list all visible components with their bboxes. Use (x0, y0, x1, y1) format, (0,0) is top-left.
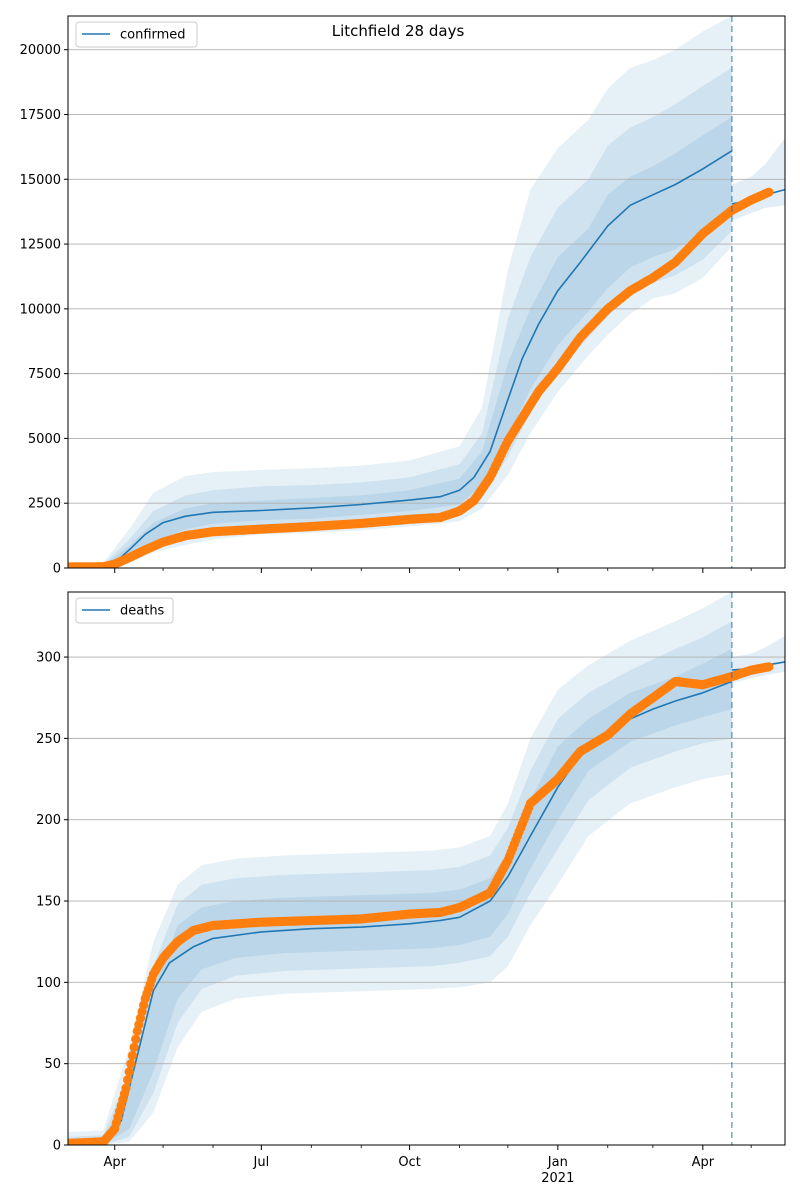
observed-point (764, 187, 774, 197)
observed-point (127, 1050, 137, 1061)
confirmed-axes: 0 2500 5000 7500 10000 12500 15000 17500 20000 c… (20, 15, 786, 577)
legend-label: deaths (120, 604, 165, 619)
observed-point (126, 1059, 136, 1069)
legend-box (75, 21, 198, 48)
observed-point (123, 1075, 133, 1085)
band-inner (68, 117, 732, 568)
y-tick-label: 2500 (28, 497, 61, 512)
band-outer (68, 592, 732, 1145)
deaths-axes-frame (67, 591, 786, 1146)
chart-title: Litchfield 28 days (332, 22, 465, 40)
deaths-observed-points (68, 662, 774, 1145)
y-tick-label: 12500 (20, 238, 61, 253)
y-tick-label: 17500 (20, 108, 61, 123)
confirmed-x-axis (114, 568, 752, 573)
y-tick-label: 0 (53, 562, 61, 577)
confirmed-y-axis: 0 2500 5000 7500 10000 12500 15000 17500 20000 (20, 43, 68, 577)
observed-point (121, 1083, 131, 1093)
model-median-line (68, 150, 733, 568)
x-tick-label: Apr (103, 1155, 126, 1170)
y-tick-label: 7500 (28, 367, 61, 382)
y-tick-label: 300 (36, 651, 61, 666)
y-tick-label: 250 (36, 732, 61, 747)
observed-point (124, 1067, 134, 1077)
confirmed-observed-points (68, 187, 774, 568)
band-outer (68, 16, 732, 568)
y-tick-label: 150 (36, 895, 61, 910)
observed-point (131, 1034, 141, 1044)
legend-box (75, 597, 174, 624)
confirmed-axes-frame (67, 15, 786, 569)
x-tick-label: Jan (547, 1155, 568, 1170)
observed-point (764, 662, 774, 672)
y-tick-label: 0 (53, 1139, 61, 1154)
deaths-gridlines (68, 656, 785, 1065)
legend-label: confirmed (120, 28, 186, 43)
y-tick-label: 10000 (20, 302, 61, 317)
y-tick-label: 100 (36, 976, 61, 991)
confirmed-gridlines (68, 49, 785, 504)
band-middle (68, 621, 732, 1145)
deaths-y-axis: 0 50 100 150 200 250 300 (36, 651, 68, 1154)
y-tick-label: 5000 (28, 432, 61, 447)
x-tick-label: Oct (398, 1155, 420, 1170)
x-tick-label: Apr (692, 1155, 715, 1170)
deaths-legend: deaths (75, 597, 174, 624)
y-tick-label: 200 (36, 813, 61, 828)
y-tick-label: 20000 (20, 43, 61, 58)
y-tick-label: 15000 (20, 173, 61, 188)
observed-point (129, 1042, 139, 1052)
x-tick-year-label: 2021 (541, 1171, 574, 1186)
confirmed-legend: confirmed (75, 21, 198, 48)
y-tick-label: 50 (44, 1057, 61, 1072)
x-tick-label: Jul (253, 1155, 270, 1170)
